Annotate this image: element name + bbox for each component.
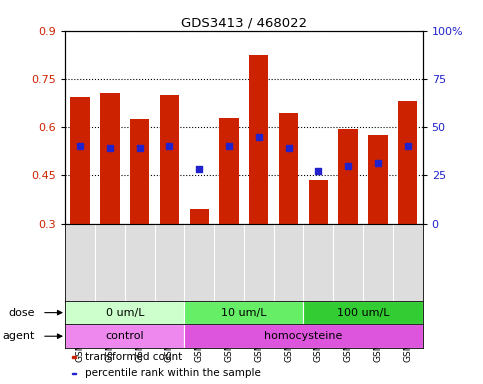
Bar xyxy=(130,119,149,223)
Point xyxy=(285,145,293,151)
Bar xyxy=(100,93,120,223)
Bar xyxy=(309,180,328,223)
Bar xyxy=(368,135,388,223)
Bar xyxy=(398,101,417,223)
Bar xyxy=(249,55,269,223)
Text: dose: dose xyxy=(8,308,35,318)
FancyBboxPatch shape xyxy=(185,324,423,348)
FancyBboxPatch shape xyxy=(65,301,185,324)
Title: GDS3413 / 468022: GDS3413 / 468022 xyxy=(181,17,307,30)
Point xyxy=(255,134,263,140)
Point xyxy=(314,167,322,174)
Bar xyxy=(160,95,179,223)
Text: 0 um/L: 0 um/L xyxy=(105,308,144,318)
Bar xyxy=(72,356,76,358)
Bar xyxy=(189,209,209,223)
Point xyxy=(195,166,203,172)
Text: percentile rank within the sample: percentile rank within the sample xyxy=(85,368,261,378)
Text: agent: agent xyxy=(2,331,35,341)
Point xyxy=(136,145,143,151)
Point xyxy=(374,159,382,166)
Point xyxy=(106,145,114,151)
Point xyxy=(76,143,84,149)
Text: 100 um/L: 100 um/L xyxy=(337,308,389,318)
Bar xyxy=(72,372,76,374)
FancyBboxPatch shape xyxy=(65,324,185,348)
Point xyxy=(404,143,412,149)
Point xyxy=(225,143,233,149)
Bar xyxy=(279,113,298,223)
FancyBboxPatch shape xyxy=(303,301,423,324)
Text: homocysteine: homocysteine xyxy=(264,331,342,341)
Point xyxy=(166,143,173,149)
FancyBboxPatch shape xyxy=(185,301,303,324)
Text: 10 um/L: 10 um/L xyxy=(221,308,267,318)
Bar xyxy=(219,118,239,223)
Text: transformed count: transformed count xyxy=(85,352,182,362)
Bar xyxy=(71,97,90,223)
Bar xyxy=(339,129,358,223)
Text: control: control xyxy=(105,331,144,341)
Point xyxy=(344,163,352,169)
